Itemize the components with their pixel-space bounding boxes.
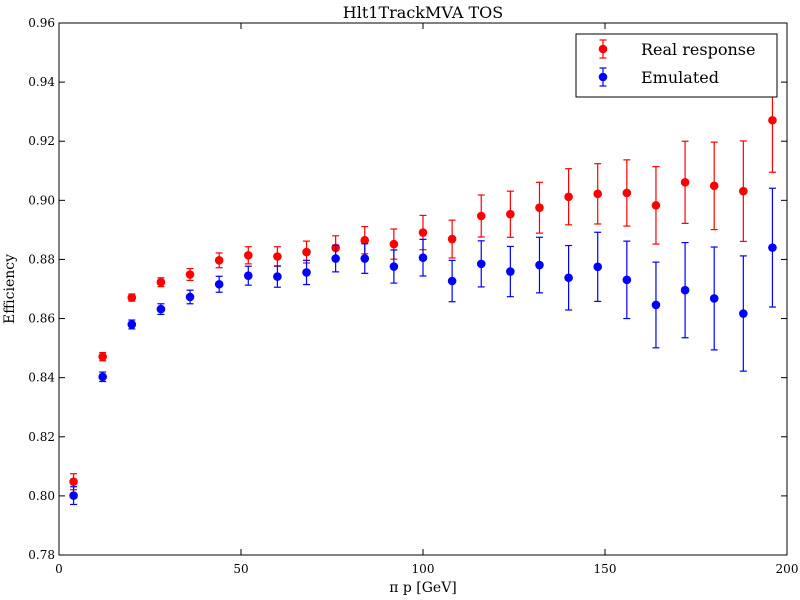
y-tick-label: 0.94 <box>28 75 55 89</box>
data-point <box>593 262 603 272</box>
y-tick-label: 0.80 <box>28 489 55 503</box>
data-point <box>680 285 690 295</box>
data-point <box>768 115 777 125</box>
y-tick-label: 0.96 <box>28 16 55 30</box>
y-tick-label: 0.84 <box>28 371 55 385</box>
y-tick-label: 0.78 <box>28 548 55 562</box>
data-point <box>302 268 311 277</box>
data-point <box>506 267 515 276</box>
y-tick-label: 0.92 <box>28 134 55 148</box>
data-point <box>360 254 370 263</box>
data-point <box>418 253 428 262</box>
data-point <box>185 270 195 279</box>
plot-frame <box>58 22 788 556</box>
x-tick-label: 150 <box>594 562 617 576</box>
plot-content <box>69 67 777 506</box>
legend-label: Emulated <box>641 68 719 87</box>
data-point <box>564 273 573 283</box>
data-point <box>156 304 166 314</box>
data-point <box>69 491 78 500</box>
data-point <box>739 186 748 196</box>
series-emulated <box>69 187 777 506</box>
legend-marker <box>598 72 608 82</box>
data-point <box>389 262 399 271</box>
x-axis: 0 50 100 150 200 <box>55 23 798 576</box>
legend-box <box>575 33 778 98</box>
data-point <box>156 277 166 287</box>
legend-label: Real response <box>641 40 755 59</box>
data-point <box>273 252 282 261</box>
data-point <box>651 300 661 310</box>
data-point <box>535 260 544 270</box>
data-point <box>418 228 428 237</box>
data-point <box>302 247 311 257</box>
data-point <box>651 201 661 210</box>
data-point <box>69 477 78 487</box>
data-point <box>389 239 399 249</box>
series-real-response <box>69 67 777 491</box>
y-axis-label: Efficiency <box>2 254 18 324</box>
data-point <box>243 251 253 260</box>
data-point <box>680 178 690 187</box>
data-point <box>622 188 632 198</box>
data-point <box>506 209 515 219</box>
data-point <box>127 293 137 302</box>
data-point <box>535 203 544 213</box>
y-tick-label: 0.90 <box>28 193 55 207</box>
data-point <box>564 192 573 202</box>
y-tick-label: 0.82 <box>28 430 55 444</box>
data-point <box>331 254 340 263</box>
data-point <box>476 211 486 221</box>
data-point <box>768 243 777 252</box>
data-point <box>709 181 719 191</box>
x-tick-label: 100 <box>412 562 435 576</box>
data-point <box>447 234 457 244</box>
data-point <box>447 276 457 286</box>
y-axis: 0.78 0.80 0.82 0.84 0.86 0.88 0.90 0.92 0.94 0.96 <box>28 16 787 562</box>
data-point <box>709 294 719 303</box>
legend: Real response Emulated <box>575 33 778 98</box>
data-point <box>243 271 253 281</box>
data-point <box>214 279 224 289</box>
data-point <box>593 189 603 199</box>
data-point <box>360 235 370 245</box>
data-point <box>622 275 632 285</box>
x-tick-label: 50 <box>233 562 248 576</box>
legend-marker <box>598 44 608 54</box>
data-point <box>273 272 282 281</box>
x-axis-label: π p [GeV] <box>389 580 457 596</box>
data-point <box>185 292 195 302</box>
data-point <box>98 352 107 361</box>
y-tick-label: 0.86 <box>28 312 55 326</box>
data-point <box>127 320 137 329</box>
x-tick-label: 200 <box>776 562 799 576</box>
data-point <box>98 372 107 382</box>
data-point <box>214 256 224 265</box>
data-point <box>476 259 486 269</box>
data-point <box>739 309 748 318</box>
y-tick-label: 0.88 <box>28 252 55 266</box>
x-tick-label: 0 <box>55 562 63 576</box>
chart-title: Hlt1TrackMVA TOS <box>343 3 503 22</box>
